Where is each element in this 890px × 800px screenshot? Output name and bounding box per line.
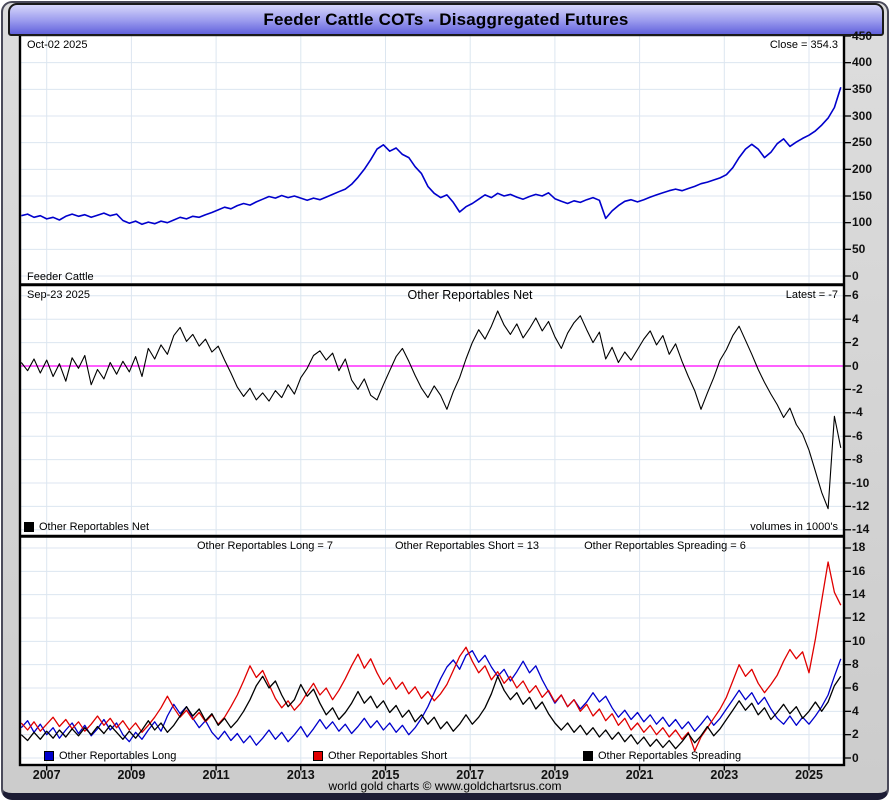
y-axis-label: -8 — [852, 452, 863, 467]
y-axis-label: 4 — [852, 703, 859, 718]
y-axis-label: 14 — [852, 587, 866, 602]
x-axis-label: 2023 — [710, 768, 739, 782]
y-axis-label: 350 — [852, 81, 873, 96]
y-axis-label: -14 — [852, 522, 870, 537]
title-bar: Feeder Cattle COTs - Disaggregated Futur… — [8, 3, 884, 36]
footer-credit: world gold charts © www.goldchartsrus.co… — [328, 779, 562, 793]
y-axis-label: 6 — [852, 680, 859, 695]
panel3-spreading-label: Other Reportables Spreading = 6 — [584, 540, 746, 552]
y-axis-label: 2 — [852, 727, 859, 742]
plot-area — [20, 35, 844, 765]
y-axis-label: 4 — [852, 311, 859, 326]
panel3-legend-long: Other Reportables Long — [44, 750, 176, 762]
panel3-legend-long-label: Other Reportables Long — [59, 750, 177, 762]
y-axis-label: 250 — [852, 135, 873, 150]
x-axis-label: 2025 — [795, 768, 823, 782]
y-axis-label: 2 — [852, 335, 859, 350]
y-axis-label: 150 — [852, 188, 873, 203]
y-axis-label: 16 — [852, 563, 866, 578]
panel1-date-label: Oct-02 2025 — [27, 39, 88, 51]
y-axis-label: -12 — [852, 498, 870, 513]
y-axis-label: -10 — [852, 475, 870, 490]
y-axis-label: -6 — [852, 428, 863, 443]
y-axis-label: 6 — [852, 288, 859, 303]
y-axis-label: 200 — [852, 161, 873, 176]
y-axis-label: 18 — [852, 540, 866, 555]
y-axis-label: 0 — [852, 750, 859, 765]
y-axis-label: 8 — [852, 657, 859, 672]
y-axis-label: 100 — [852, 215, 873, 230]
y-axis-label: 50 — [852, 241, 866, 256]
y-axis-label: 0 — [852, 268, 859, 283]
panel2-date-label: Sep-23 2025 — [27, 289, 90, 301]
x-axis-label: 2021 — [625, 768, 654, 782]
x-axis-label: 2007 — [32, 768, 61, 782]
panel2-legend-label: Other Reportables Net — [39, 521, 150, 533]
y-axis-label: 12 — [852, 610, 866, 625]
x-axis-label: 2019 — [540, 768, 569, 782]
panel3-legend-spreading: Other Reportables Spreading — [583, 750, 741, 762]
panel3-long-label: Other Reportables Long = 7 — [196, 540, 334, 552]
panel3-legend-short: Other Reportables Short — [313, 750, 447, 762]
panel3-short-label: Other Reportables Short = 13 — [395, 540, 539, 552]
y-axis-label: -4 — [852, 405, 863, 420]
y-axis-label: 450 — [852, 28, 873, 43]
panel2-title: Other Reportables Net — [407, 288, 533, 302]
x-axis-label: 2011 — [202, 768, 230, 782]
panel3-legend-spreading-label: Other Reportables Spreading — [598, 750, 742, 762]
spreading-legend-swatch-icon — [583, 751, 593, 761]
short-legend-swatch-icon — [313, 751, 323, 761]
x-axis-label: 2009 — [117, 768, 146, 782]
y-axis-label: 300 — [852, 108, 873, 123]
y-axis-label: -2 — [852, 381, 863, 396]
panel1-close-label: Close = 354.3 — [769, 39, 838, 51]
x-axis-label: 2015 — [371, 768, 400, 782]
y-axis-label: 400 — [852, 55, 873, 70]
y-axis-label: 0 — [852, 358, 859, 373]
panel1-name-label: Feeder Cattle — [27, 271, 94, 283]
page-title: Feeder Cattle COTs - Disaggregated Futur… — [263, 9, 629, 29]
x-axis-label: 2013 — [286, 768, 315, 782]
net-legend-swatch-icon — [24, 522, 34, 532]
panel2-legend: Other Reportables Net — [24, 521, 149, 533]
panel2-volumes-note: volumes in 1000's — [750, 521, 838, 533]
panel2-latest-label: Latest = -7 — [785, 289, 838, 301]
long-legend-swatch-icon — [44, 751, 54, 761]
panel3-legend-short-label: Other Reportables Short — [328, 750, 448, 762]
y-axis-label: 10 — [852, 633, 866, 648]
x-axis-label: 2017 — [456, 768, 485, 782]
